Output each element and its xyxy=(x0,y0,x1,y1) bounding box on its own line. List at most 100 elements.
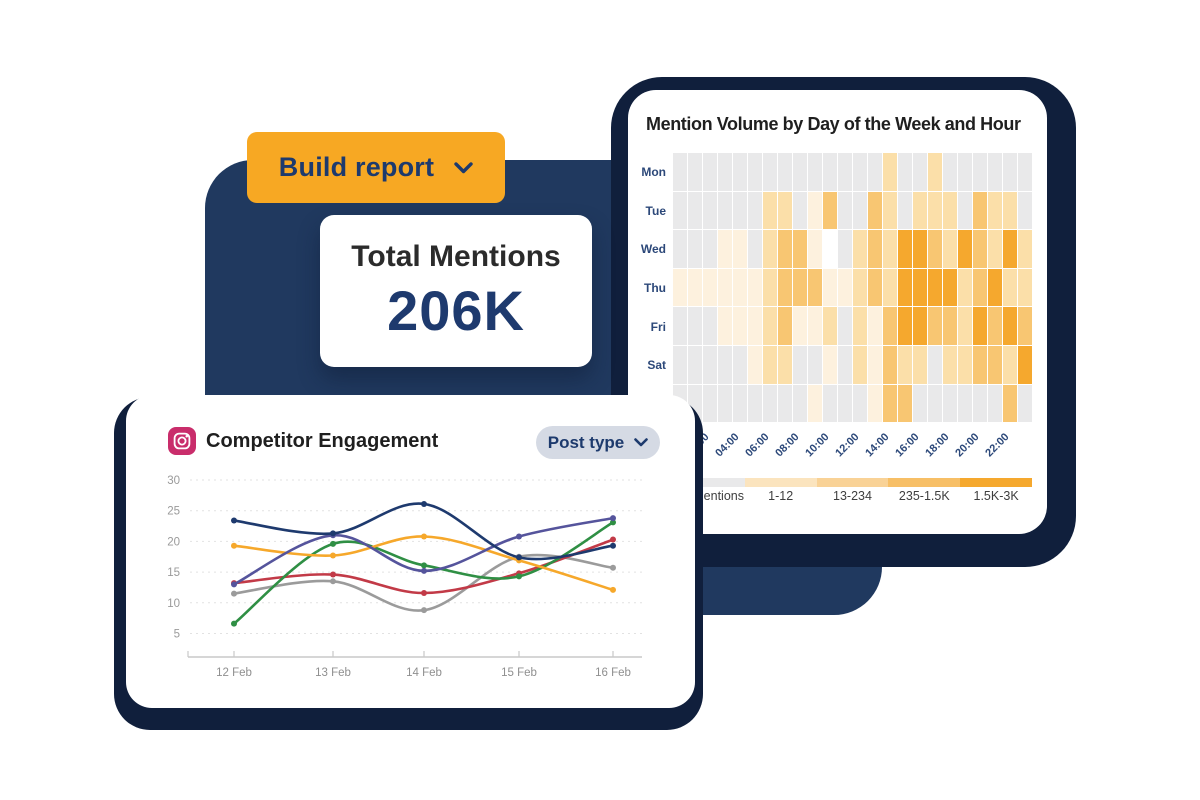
heatmap-cell xyxy=(1003,384,1017,423)
heatmap-cell xyxy=(778,268,792,307)
heatmap-cell xyxy=(718,230,732,268)
heatmap-cell xyxy=(943,345,957,384)
heatmap-cell xyxy=(958,307,972,345)
heatmap-cell xyxy=(973,153,987,191)
data-point-green xyxy=(421,562,427,569)
heatmap-cell xyxy=(883,230,897,268)
post-type-dropdown[interactable]: Post type xyxy=(536,426,660,459)
heatmap-cell xyxy=(898,230,912,268)
heatmap-cell xyxy=(808,268,822,307)
heatmap-cell xyxy=(973,230,987,268)
heatmap-cell xyxy=(793,191,807,230)
heatmap-cell xyxy=(943,230,957,268)
heatmap-cell xyxy=(703,230,717,268)
data-point-navy xyxy=(610,542,616,549)
heatmap-cell xyxy=(838,345,852,384)
post-type-label: Post type xyxy=(547,432,625,452)
heatmap-cell xyxy=(913,345,927,384)
heatmap-cell xyxy=(958,153,972,191)
heatmap-cell xyxy=(778,345,792,384)
y-tick-label: 20 xyxy=(167,536,180,548)
heatmap-cell xyxy=(1003,268,1017,307)
heatmap-hour-label: 12:00 xyxy=(833,431,862,460)
heatmap-cell xyxy=(853,191,867,230)
heatmap-cell xyxy=(868,153,882,191)
heatmap-cell xyxy=(733,191,747,230)
heatmap-cell xyxy=(793,384,807,423)
heatmap-cell xyxy=(928,191,942,230)
heatmap-legend-label: 1.5K-3K xyxy=(973,489,1019,503)
heatmap-cell xyxy=(973,345,987,384)
heatmap-cell xyxy=(868,191,882,230)
data-point-purple xyxy=(421,567,427,574)
heatmap-cell xyxy=(1018,153,1032,191)
heatmap-cell xyxy=(838,268,852,307)
heatmap-cell xyxy=(973,191,987,230)
data-point-gray xyxy=(610,564,616,571)
heatmap-cell xyxy=(748,268,762,307)
data-point-green xyxy=(330,540,336,547)
chevron-down-icon xyxy=(634,438,649,447)
data-point-green xyxy=(516,573,522,580)
heatmap-cell xyxy=(868,384,882,423)
heatmap-hour-label: 22:00 xyxy=(983,431,1012,460)
heatmap-cell xyxy=(808,345,822,384)
heatmap-legend-swatch xyxy=(960,478,1032,487)
heatmap-day-label: Fri xyxy=(650,319,666,334)
heatmap-cell xyxy=(673,191,687,230)
data-point-navy xyxy=(421,500,427,507)
heatmap-cell xyxy=(778,307,792,345)
heatmap-cell xyxy=(928,307,942,345)
heatmap-cell xyxy=(883,307,897,345)
heatmap-cell xyxy=(808,230,822,268)
heatmap-cell xyxy=(1003,230,1017,268)
heatmap-cell xyxy=(898,268,912,307)
build-report-button[interactable]: Build report xyxy=(247,132,505,203)
heatmap-cell xyxy=(853,268,867,307)
heatmap-cell xyxy=(883,191,897,230)
heatmap-cell xyxy=(988,230,1002,268)
x-tick-label: 13 Feb xyxy=(315,667,351,679)
heatmap-cell xyxy=(718,384,732,423)
heatmap-grid xyxy=(673,153,1032,423)
heatmap-cell xyxy=(733,268,747,307)
heatmap-cell xyxy=(808,191,822,230)
heatmap-cell xyxy=(808,307,822,345)
data-point-gray xyxy=(231,590,237,597)
heatmap-cell xyxy=(778,153,792,191)
heatmap-cell xyxy=(913,153,927,191)
heatmap-cell xyxy=(793,230,807,268)
heatmap-cell xyxy=(748,345,762,384)
heatmap-cell xyxy=(898,307,912,345)
heatmap-cell xyxy=(1003,153,1017,191)
data-point-purple xyxy=(231,581,237,588)
heatmap-cell xyxy=(673,268,687,307)
heatmap-cell xyxy=(928,153,942,191)
heatmap-cell xyxy=(748,230,762,268)
heatmap-cell xyxy=(913,191,927,230)
heatmap-cell xyxy=(793,268,807,307)
heatmap-cell xyxy=(703,153,717,191)
data-point-navy xyxy=(516,554,522,561)
heatmap-day-label: Thu xyxy=(644,281,666,296)
heatmap-cell xyxy=(838,307,852,345)
heatmap-cell xyxy=(688,307,702,345)
x-tick-label: 15 Feb xyxy=(501,667,537,679)
heatmap-legend-label: 235-1.5K xyxy=(898,489,950,503)
data-point-green xyxy=(610,519,616,526)
heatmap-day-label: Sat xyxy=(647,358,666,373)
heatmap-cell xyxy=(733,230,747,268)
heatmap-cell xyxy=(898,384,912,423)
heatmap-cell xyxy=(853,230,867,268)
heatmap-legend-label: 1-12 xyxy=(768,489,794,503)
heatmap-legend-label: 13-234 xyxy=(833,489,872,503)
data-point-red xyxy=(330,571,336,578)
heatmap-cell xyxy=(838,191,852,230)
heatmap-cell xyxy=(778,191,792,230)
heatmap-cell xyxy=(883,153,897,191)
heatmap-cell xyxy=(703,384,717,423)
heatmap-cell xyxy=(808,153,822,191)
heatmap-day-label: Tue xyxy=(645,203,666,218)
heatmap-cell xyxy=(868,230,882,268)
data-point-red xyxy=(610,536,616,543)
